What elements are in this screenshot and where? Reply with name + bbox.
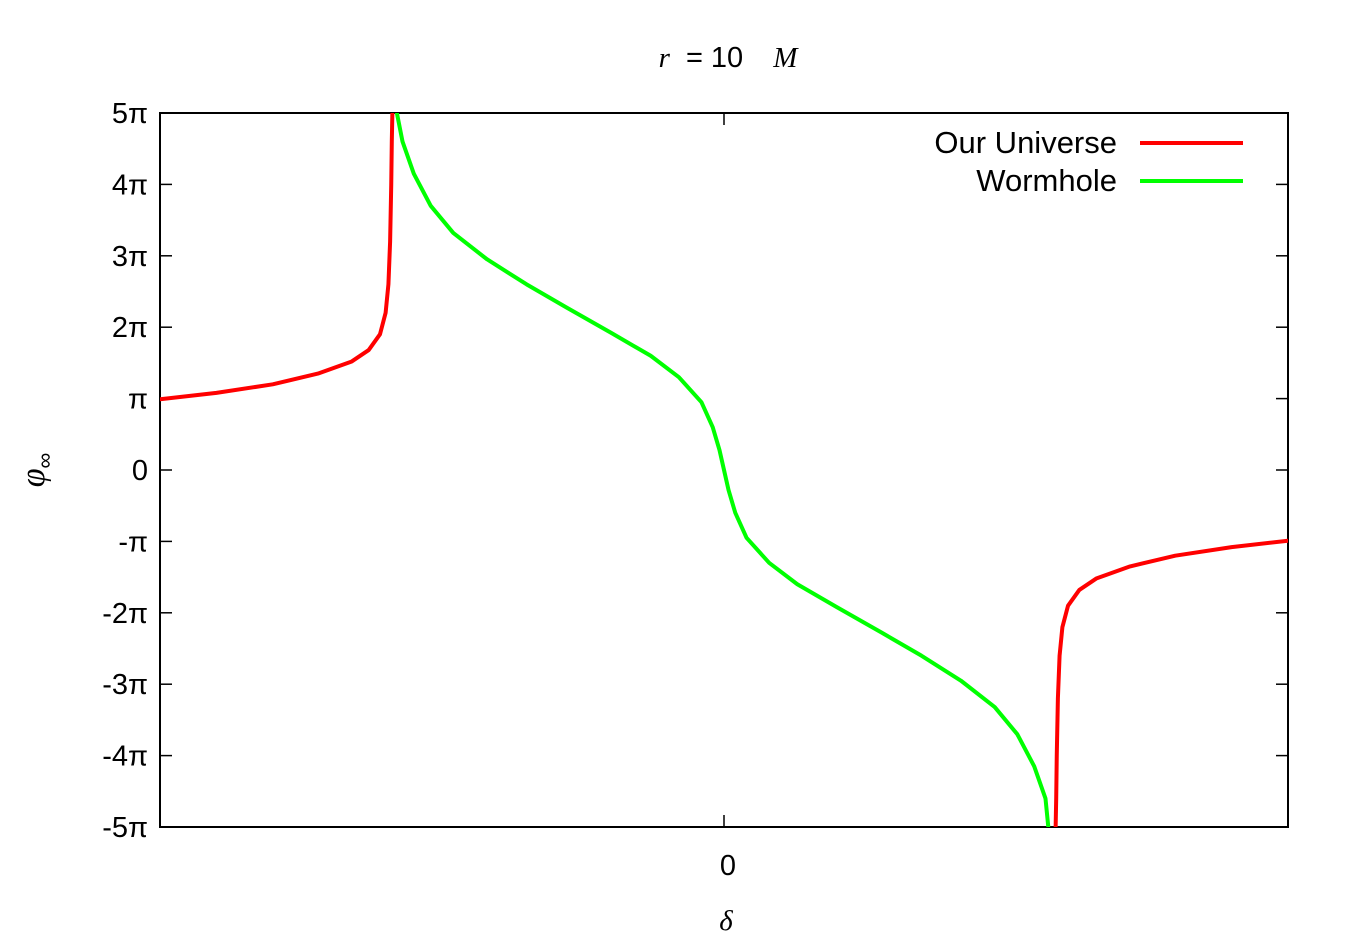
legend-label: Wormhole — [976, 163, 1117, 198]
y-tick-label: 5π — [112, 98, 148, 130]
y-tick-label: -3π — [102, 669, 148, 701]
y-tick-label: -5π — [102, 812, 148, 844]
title-equation: = 10 — [686, 42, 743, 74]
y-tick-label: 2π — [112, 312, 148, 344]
title-unit: M — [772, 42, 799, 74]
y-tick-label: 0 — [132, 455, 148, 487]
y-axis-ticks: 5π 4π 3π 2π π 0 -π -2π -3π -4π -5π — [102, 98, 1288, 844]
series-line-our-universe — [1053, 538, 1288, 827]
y-tick-label: 4π — [112, 169, 148, 201]
legend-label: Our Universe — [934, 125, 1117, 160]
x-axis-ticks: 0 — [720, 113, 736, 882]
y-tick-label: π — [128, 384, 148, 416]
y-axis-label-sub: ∞ — [32, 453, 57, 469]
series-line-wormhole — [394, 113, 1051, 827]
series-line-our-universe — [160, 113, 395, 402]
y-axis-label-main: φ — [15, 468, 52, 487]
title-variable: r — [659, 42, 671, 74]
x-axis-label: δ — [719, 905, 733, 937]
chart-title: r = 10 M — [659, 42, 800, 74]
y-axis-label: φ∞ — [15, 453, 57, 488]
y-tick-label: -π — [118, 526, 148, 558]
y-tick-label: -2π — [102, 598, 148, 630]
x-tick-label: 0 — [720, 850, 736, 882]
y-tick-label: 3π — [112, 241, 148, 273]
series-lines — [160, 113, 1288, 827]
y-tick-label: -4π — [102, 741, 148, 773]
